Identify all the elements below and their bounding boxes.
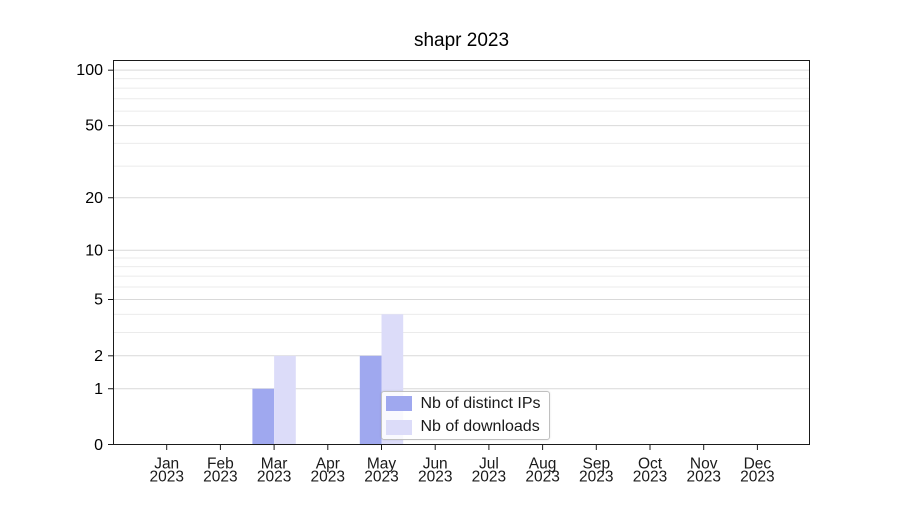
svg-text:2023: 2023: [472, 469, 506, 486]
svg-text:2: 2: [94, 348, 103, 365]
svg-text:2023: 2023: [149, 469, 183, 486]
svg-text:2023: 2023: [418, 469, 452, 486]
svg-text:20: 20: [85, 190, 103, 207]
svg-text:2023: 2023: [740, 469, 774, 486]
svg-text:100: 100: [76, 62, 103, 79]
svg-text:2023: 2023: [633, 469, 667, 486]
svg-text:1: 1: [94, 381, 103, 398]
svg-text:2023: 2023: [311, 469, 345, 486]
svg-text:50: 50: [85, 118, 103, 135]
svg-text:2023: 2023: [525, 469, 559, 486]
svg-text:2023: 2023: [257, 469, 291, 486]
svg-text:0: 0: [94, 437, 103, 454]
svg-text:5: 5: [94, 292, 103, 309]
svg-text:2023: 2023: [686, 469, 720, 486]
svg-text:2023: 2023: [579, 469, 613, 486]
svg-text:2023: 2023: [203, 469, 237, 486]
svg-text:10: 10: [85, 242, 103, 259]
svg-text:2023: 2023: [364, 469, 398, 486]
